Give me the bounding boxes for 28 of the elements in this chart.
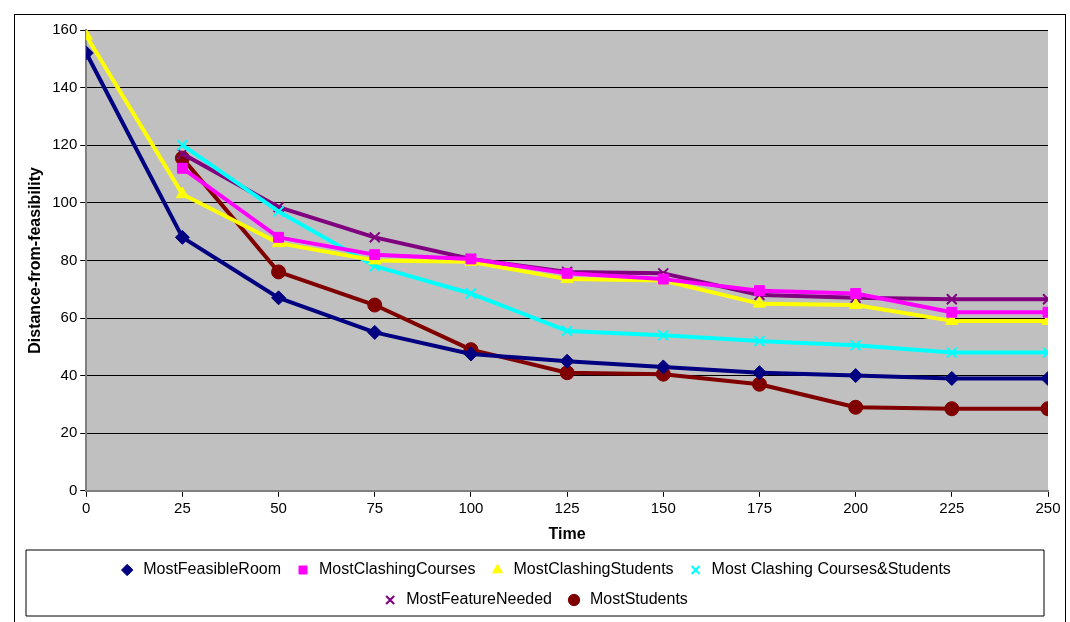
legend-label: Most Clashing Courses&Students: [711, 560, 951, 578]
legend-label: MostStudents: [590, 590, 688, 608]
y-tick-label: 0: [68, 480, 78, 498]
y-tick-label: 120: [52, 135, 78, 153]
y-tick-label: 100: [52, 192, 78, 210]
x-tick-label: 125: [554, 498, 580, 516]
x-tick-label: 75: [366, 498, 384, 516]
y-tick-label: 20: [60, 423, 78, 441]
x-tick-label: 25: [174, 498, 191, 516]
x-axis-title: Time: [548, 524, 586, 542]
x-tick-label: 50: [270, 498, 287, 516]
y-tick-label: 80: [60, 250, 78, 268]
x-tick-label: 150: [650, 498, 676, 516]
y-tick-label: 40: [60, 365, 78, 383]
y-tick-label: 60: [60, 308, 78, 326]
x-tick-label: 175: [746, 498, 772, 516]
legend-label: MostFeatureNeeded: [406, 590, 553, 608]
y-tick-label: 140: [52, 77, 78, 95]
x-tick-label: 100: [458, 498, 484, 516]
y-axis-title: Distance-from-feasibility: [26, 166, 44, 354]
x-tick-label: 0: [82, 498, 91, 516]
legend-label: MostClashingStudents: [513, 560, 674, 578]
x-tick-label: 200: [843, 498, 869, 516]
x-tick-label: 250: [1035, 498, 1061, 516]
legend-label: MostClashingCourses: [319, 560, 476, 578]
legend-label: MostFeasibleRoom: [143, 560, 281, 578]
x-tick-label: 225: [939, 498, 965, 516]
y-tick-label: 160: [52, 20, 78, 38]
